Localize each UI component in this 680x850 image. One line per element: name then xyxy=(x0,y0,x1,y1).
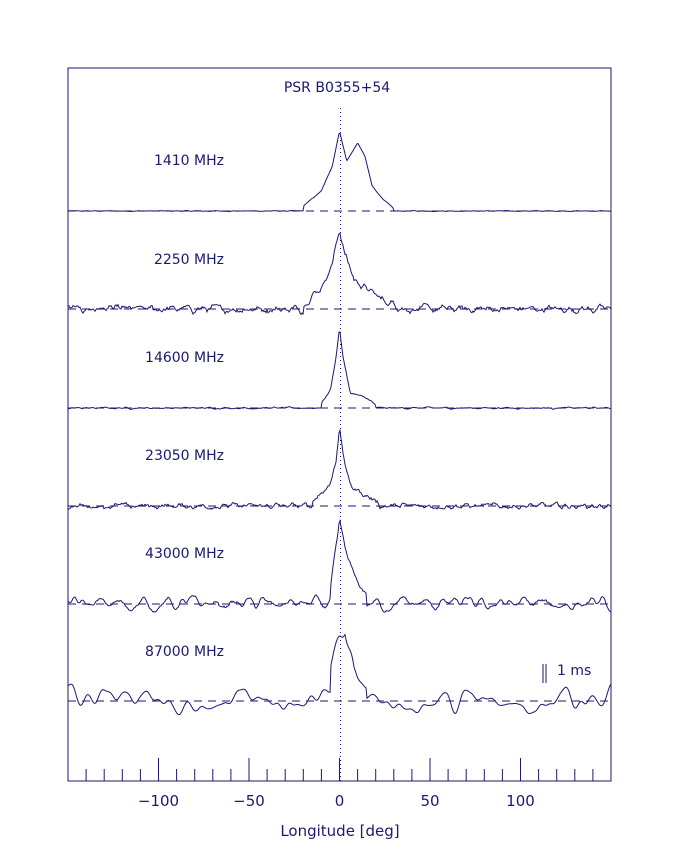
profile-line xyxy=(67,518,612,613)
series-label: 14600 MHz xyxy=(145,350,224,366)
x-tick-label: −50 xyxy=(233,792,265,810)
series-label: 23050 MHz xyxy=(145,448,224,464)
plot-frame xyxy=(67,67,612,782)
x-axis: −100 −50 0 50 100 xyxy=(85,758,594,810)
profile-line xyxy=(67,232,612,316)
chart-title: PSR B0355+54 xyxy=(284,80,390,96)
series-label: 43000 MHz xyxy=(145,546,224,562)
x-tick-label: −100 xyxy=(138,792,179,810)
series-label: 2250 MHz xyxy=(154,252,224,268)
scale-bar-label: 1 ms xyxy=(557,663,591,679)
profile-line xyxy=(67,428,612,510)
profiles: 1410 MHz 2250 MHz 14600 MHz 23050 MHz 43000 … xyxy=(67,132,612,716)
x-axis-label: Longitude [deg] xyxy=(280,822,399,840)
profile-line xyxy=(67,633,612,716)
profile-line xyxy=(67,132,612,213)
x-tick-label: 0 xyxy=(335,792,345,810)
profile-line xyxy=(67,331,612,411)
x-tick-label: 100 xyxy=(506,792,535,810)
x-tick-label: 50 xyxy=(420,792,439,810)
series-label: 1410 MHz xyxy=(154,153,224,169)
scale-bar: 1 ms xyxy=(542,663,591,683)
series-label: 87000 MHz xyxy=(145,644,224,660)
